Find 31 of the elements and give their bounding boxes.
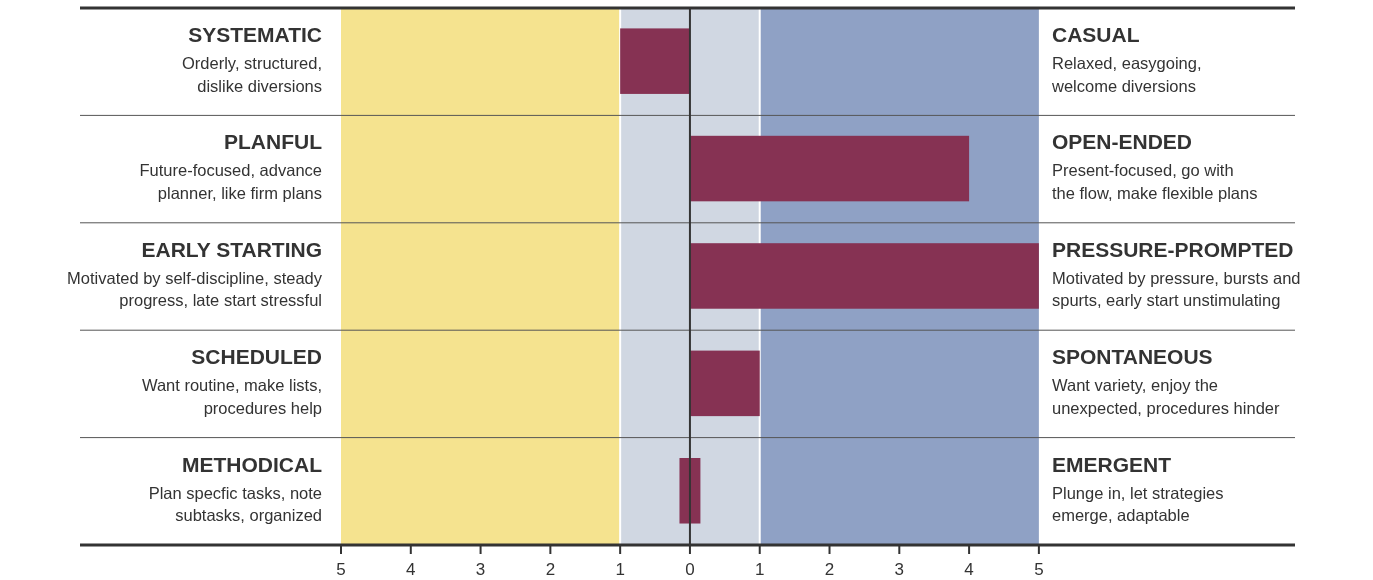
annotation: EMERGENT bbox=[1052, 452, 1172, 476]
x-tick-label: 3 bbox=[475, 560, 486, 579]
annotation: Future-focused, advance planner, like firm plans bbox=[139, 161, 322, 202]
y-tick-label: METHODICAL bbox=[182, 452, 323, 476]
x-tick-label: 2 bbox=[824, 560, 835, 579]
annotation: OPEN-ENDED bbox=[1052, 130, 1193, 154]
annotation: SPONTANEOUS bbox=[1052, 345, 1213, 369]
x-tick-label: 3 bbox=[894, 560, 905, 579]
y-tick-label: SYSTEMATIC bbox=[188, 23, 322, 46]
y-tick-label: EARLY STARTING bbox=[141, 237, 322, 261]
annotation: PRESSURE-PROMPTED bbox=[1052, 237, 1294, 261]
x-tick-label: 1 bbox=[615, 560, 625, 579]
annotation: CASUAL bbox=[1052, 23, 1140, 46]
y-tick-label: SCHEDULED bbox=[191, 345, 322, 369]
annotation: Motivated by self-discipline, steady progress, late start stressful bbox=[67, 268, 323, 310]
x-tick-label: 4 bbox=[964, 560, 974, 579]
x-tick-label: 2 bbox=[545, 560, 556, 579]
x-tick-label: 0 bbox=[685, 560, 695, 579]
x-tick-label: 4 bbox=[406, 560, 416, 579]
annotation: Plunge in, let strategies emerge, adaptable bbox=[1052, 483, 1224, 525]
annotation: Orderly, structured, dislike diversions bbox=[182, 54, 322, 95]
x-tick-label: 5 bbox=[1034, 560, 1044, 579]
x-tick-label: 5 bbox=[336, 560, 346, 579]
y-tick-label: PLANFUL bbox=[224, 130, 323, 154]
annotation: Plan specfic tasks, note subtasks, organized bbox=[148, 483, 322, 525]
annotation: Present-focused, go with the flow, make flexible plans bbox=[1052, 161, 1258, 202]
x-tick-label: 1 bbox=[755, 560, 765, 579]
annotation: Relaxed, easygoing, welcome diversions bbox=[1051, 54, 1202, 95]
annotation: Want routine, make lists, procedures help bbox=[141, 376, 322, 417]
annotation: Want variety, enjoy the unexpected, procedures hinder bbox=[1052, 376, 1280, 417]
annotation: Motivated by pressure, bursts and spurts, early start unstimulating bbox=[1052, 268, 1301, 310]
